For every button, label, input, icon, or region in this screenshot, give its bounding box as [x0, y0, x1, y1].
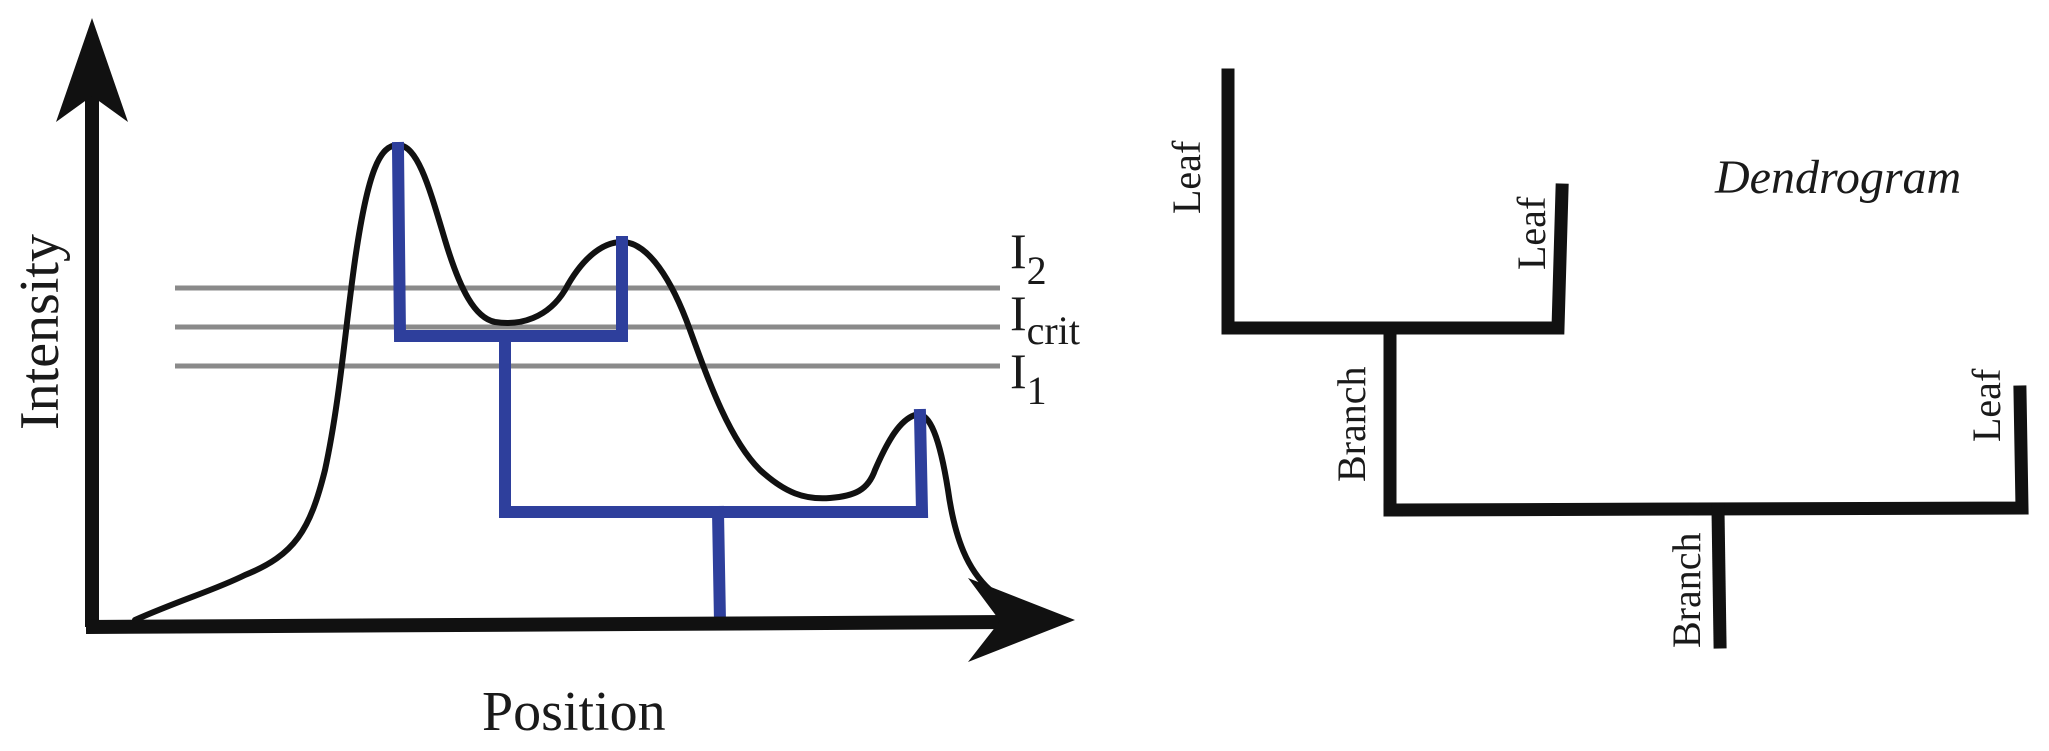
level-label-i1-base: I	[1010, 343, 1027, 399]
y-axis-arrowhead	[56, 18, 128, 122]
level-label-icrit-base: I	[1010, 285, 1027, 341]
tree-root	[711, 505, 727, 629]
level-label-i2-base: I	[1010, 223, 1027, 279]
tree-branch-upper	[391, 141, 628, 342]
x-axis-label: Position	[482, 681, 666, 743]
leaf-label-3: Leaf	[1964, 368, 2009, 442]
leaf-label-1: Leaf	[1164, 140, 1209, 214]
branch-label-2: Branch	[1664, 532, 1709, 648]
intensity-curve	[132, 142, 1015, 623]
y-axis-label: Intensity	[9, 234, 71, 430]
x-axis-arrowhead	[968, 578, 1075, 662]
level-label-i2-sub: 2	[1027, 248, 1047, 293]
level-label-i2: I2	[1010, 223, 1047, 293]
intensity-profile-panel: Intensity Position I2 Icrit I1	[9, 18, 1080, 743]
branch-label-1: Branch	[1329, 366, 1374, 482]
tree-branch-lower	[499, 408, 929, 518]
level-label-i1-sub: 1	[1027, 368, 1047, 413]
level-label-icrit-sub: crit	[1027, 308, 1080, 353]
level-label-icrit: Icrit	[1010, 285, 1080, 353]
dendrogram-panel: Dendrogram Leaf Leaf Leaf Branch Branch	[1164, 68, 2029, 649]
dendrogram-lower-node	[1383, 385, 2029, 517]
dendrogram-title: Dendrogram	[1714, 151, 1961, 204]
x-axis	[85, 615, 1011, 634]
contour-tree	[391, 141, 929, 629]
leaf-label-2: Leaf	[1509, 196, 1554, 270]
dendrogram-branch-2	[1711, 503, 1727, 649]
level-label-i1: I1	[1010, 343, 1047, 413]
